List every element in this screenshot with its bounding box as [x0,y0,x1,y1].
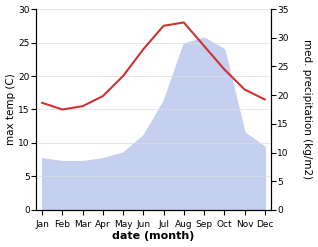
X-axis label: date (month): date (month) [112,231,195,242]
Y-axis label: max temp (C): max temp (C) [5,74,16,145]
Y-axis label: med. precipitation (kg/m2): med. precipitation (kg/m2) [302,40,313,180]
